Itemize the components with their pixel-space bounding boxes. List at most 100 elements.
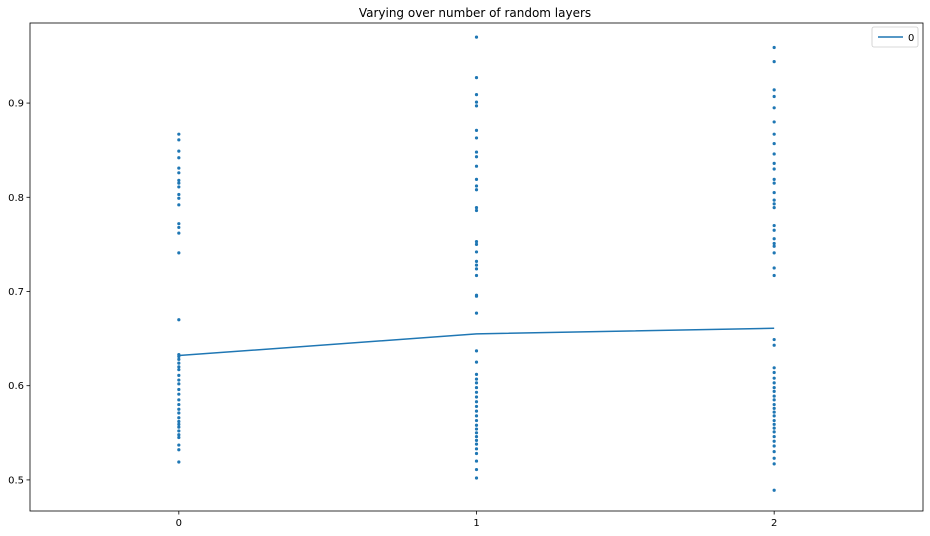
scatter-point (177, 231, 181, 235)
scatter-point (772, 426, 776, 430)
x-tick-label: 2 (771, 518, 777, 529)
series-lines (178, 327, 775, 357)
scatter-point (177, 425, 181, 429)
scatter-point (772, 177, 776, 181)
scatter-points (177, 35, 776, 492)
scatter-point (772, 450, 776, 454)
scatter-point (177, 361, 181, 365)
scatter-point (177, 368, 181, 372)
scatter-point (177, 171, 181, 175)
scatter-point (474, 451, 479, 456)
scatter-point (772, 422, 776, 426)
scatter-point (177, 365, 181, 369)
scatter-point (772, 406, 776, 410)
scatter-point (772, 251, 776, 255)
scatter-point (177, 416, 181, 420)
scatter-point (772, 198, 776, 202)
scatter-point (772, 430, 776, 434)
scatter-point (772, 418, 776, 423)
scatter-point (772, 241, 776, 246)
scatter-point (474, 431, 479, 435)
y-tick-label: 0.5 (8, 475, 24, 486)
scatter-point (474, 164, 479, 168)
scatter-point (772, 106, 776, 110)
scatter-point (772, 444, 776, 448)
scatter-point (474, 459, 479, 463)
scatter-point (474, 434, 479, 439)
x-tick-label: 1 (473, 518, 479, 529)
scatter-point (474, 294, 479, 298)
scatter-point (177, 387, 181, 392)
scatter-point (177, 222, 181, 226)
scatter-point (772, 266, 776, 270)
scatter-point (474, 206, 479, 210)
scatter-point (177, 181, 181, 185)
scatter-point (474, 267, 479, 271)
scatter-point (474, 104, 479, 108)
scatter-point (474, 128, 479, 132)
scatter-point (177, 318, 181, 322)
scatter-point (474, 184, 479, 188)
scatter-point (772, 410, 776, 414)
scatter-point (177, 203, 181, 207)
scatter-point (474, 349, 479, 353)
scatter-point (474, 242, 479, 246)
series-line (178, 327, 775, 357)
scatter-point (474, 259, 479, 263)
scatter-point (772, 385, 776, 390)
scatter-point (177, 392, 181, 396)
scatter-point (177, 419, 181, 424)
scatter-point (474, 177, 479, 181)
scatter-point (772, 456, 776, 460)
scatter-point (772, 152, 776, 156)
scatter-point (772, 488, 776, 492)
scatter-point (177, 357, 181, 361)
scatter-point (474, 414, 479, 418)
scatter-point (177, 225, 181, 230)
scatter-point (177, 185, 181, 189)
scatter-point (177, 149, 181, 153)
scatter-point (772, 45, 776, 50)
scatter-point (474, 208, 479, 213)
y-tick-label: 0.8 (8, 193, 24, 204)
scatter-point (474, 395, 479, 399)
scatter-point (474, 360, 479, 364)
scatter-point (474, 404, 479, 409)
scatter-point (177, 433, 181, 437)
scatter-point (474, 250, 479, 254)
scatter-point (177, 460, 181, 464)
scatter-point (772, 181, 776, 185)
scatter-point (772, 389, 776, 393)
scatter-point (474, 476, 479, 480)
scatter-point (177, 251, 181, 255)
scatter-point (772, 60, 776, 64)
scatter-point (177, 138, 181, 142)
scatter-point (772, 94, 776, 99)
scatter-point (177, 196, 181, 200)
scatter-point (772, 273, 776, 278)
y-tick-label: 0.7 (8, 287, 24, 298)
scatter-point (177, 407, 181, 411)
scatter-point (772, 434, 776, 439)
scatter-point (177, 382, 181, 386)
scatter-point (177, 166, 181, 170)
scatter-point (177, 178, 181, 182)
scatter-point (474, 438, 479, 442)
scatter-point (474, 467, 479, 472)
scatter-point (474, 427, 479, 431)
scatter-point (772, 202, 776, 206)
scatter-point (177, 443, 181, 447)
scatter-point (772, 343, 776, 347)
scatter-point (772, 244, 776, 248)
scatter-point (772, 161, 776, 165)
scatter-point (474, 385, 479, 390)
scatter-point (772, 381, 776, 385)
scatter-point (177, 378, 181, 382)
scatter-point (772, 462, 776, 466)
scatter-point (177, 411, 181, 415)
scatter-point (474, 447, 479, 451)
legend-label: 0 (908, 33, 914, 44)
y-tick-label: 0.6 (8, 381, 24, 392)
scatter-point (177, 192, 181, 197)
